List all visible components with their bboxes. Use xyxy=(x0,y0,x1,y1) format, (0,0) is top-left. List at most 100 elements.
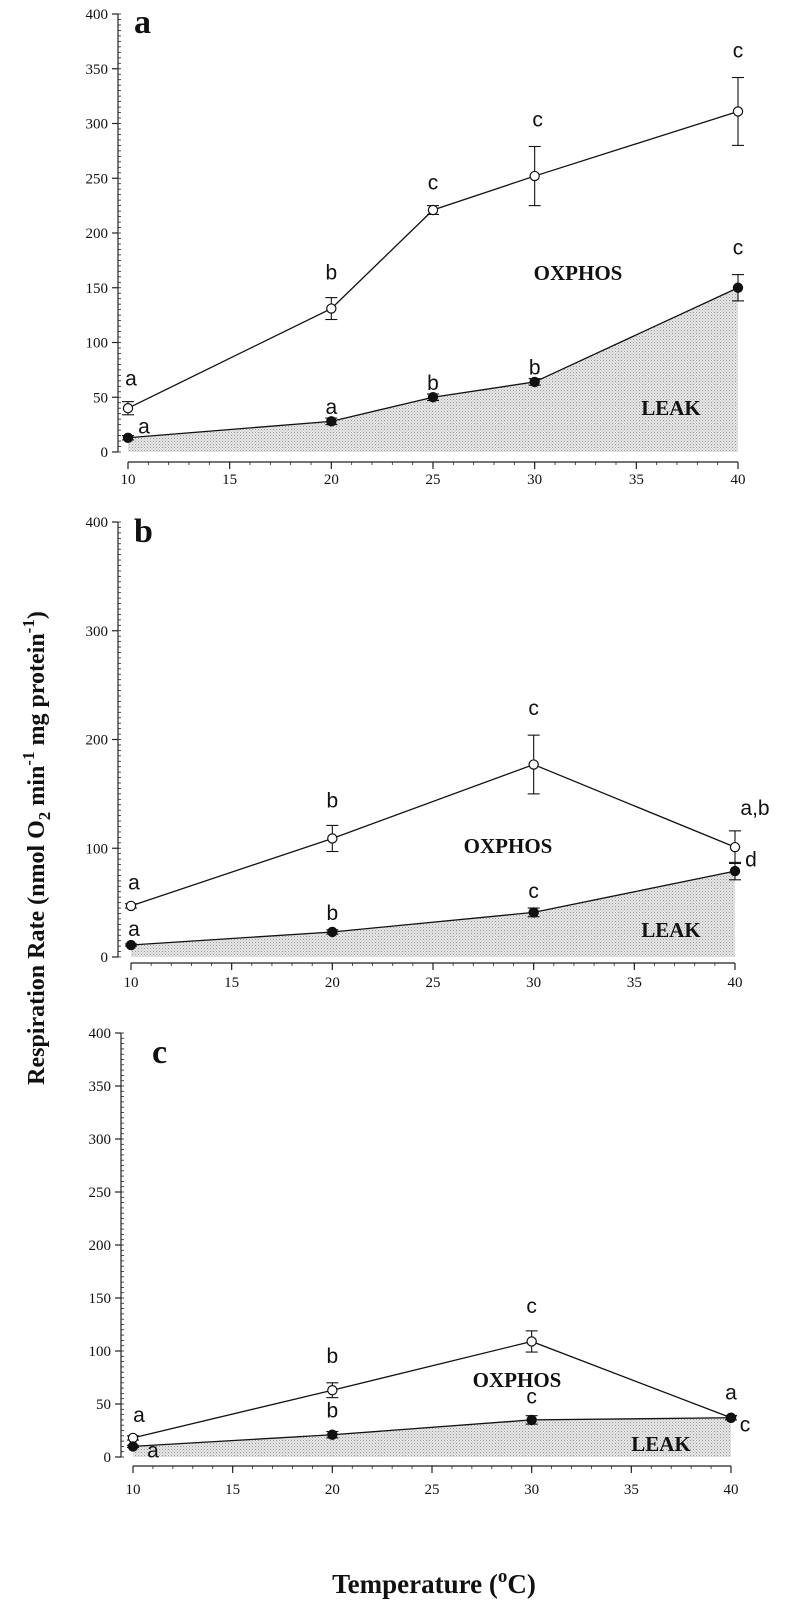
oxphos-significance-letter: a xyxy=(725,1382,737,1405)
y-tick-label: 350 xyxy=(86,62,109,78)
oxphos-point xyxy=(125,900,137,912)
x-tick-label: 40 xyxy=(728,975,743,991)
leak-area xyxy=(131,871,735,957)
y-tick-label: 300 xyxy=(89,1132,112,1148)
y-tick-label: 50 xyxy=(93,390,108,406)
oxphos-significance-letter: a,b xyxy=(740,797,769,820)
y-tick-label: 400 xyxy=(89,1026,112,1042)
y-tick-label: 350 xyxy=(89,1079,112,1095)
oxphos-point xyxy=(327,1385,338,1396)
x-tick-label: 30 xyxy=(527,472,542,488)
oxphos-significance-letter: b xyxy=(326,1345,338,1368)
y-tick-label: 250 xyxy=(86,171,109,187)
y-tick-label: 250 xyxy=(89,1185,112,1201)
panel-a: 0 50 100 150 200 250 300 350 400 10 15 20 25 30 35 40 a b… xyxy=(86,4,746,488)
leak-significance-letter: a xyxy=(128,918,140,941)
oxphos-significance-letter: c xyxy=(526,1295,537,1318)
y-tick-label: 100 xyxy=(86,336,109,352)
y-tick-label: 150 xyxy=(86,281,109,297)
leak-area xyxy=(133,1417,731,1457)
leak-area xyxy=(128,287,738,452)
leak-significance-letter: b xyxy=(529,357,541,380)
y-tick-label: 0 xyxy=(104,1450,112,1466)
leak-point xyxy=(127,1441,139,1452)
oxphos-point xyxy=(326,303,337,314)
y-tick-label: 400 xyxy=(86,7,109,23)
leak-region-label: LEAK xyxy=(641,396,701,420)
y-tick-label: 200 xyxy=(89,1238,112,1254)
leak-significance-letter: a xyxy=(138,416,150,439)
panel-letter: c xyxy=(152,1034,167,1071)
x-tick-label: 20 xyxy=(324,472,339,488)
leak-point xyxy=(125,939,137,951)
oxphos-point xyxy=(529,170,540,182)
oxphos-point xyxy=(526,1336,537,1347)
leak-point xyxy=(526,1414,537,1426)
oxphos-significance-letter: c xyxy=(532,108,543,131)
y-tick-label: 300 xyxy=(86,117,109,133)
leak-significance-letter: c xyxy=(740,1414,751,1437)
leak-line xyxy=(130,870,736,946)
leak-significance-letter: a xyxy=(325,396,337,419)
leak-significance-letter: b xyxy=(427,372,439,395)
leak-point xyxy=(122,432,134,443)
panel-c: 0 50 100 150 200 250 300 350 400 10 15 20 25 30 35 40 a b… xyxy=(89,1026,751,1498)
x-tick-label: 20 xyxy=(325,975,340,991)
y-tick-label: 200 xyxy=(86,226,109,242)
x-tick-label: 20 xyxy=(325,1482,340,1498)
y-tick-label: 0 xyxy=(101,445,109,461)
x-tick-label: 15 xyxy=(225,1482,240,1498)
oxphos-significance-letter: a xyxy=(125,368,137,391)
leak-significance-letter: c xyxy=(526,1386,537,1409)
leak-significance-letter: b xyxy=(326,902,338,925)
x-tick-label: 10 xyxy=(124,975,139,991)
oxphos-point xyxy=(729,841,741,853)
y-tick-label: 400 xyxy=(86,515,109,531)
oxphos-point xyxy=(122,403,134,414)
leak-point xyxy=(725,1412,737,1423)
x-tick-label: 30 xyxy=(526,975,541,991)
oxphos-significance-letter: b xyxy=(326,789,338,812)
leak-point xyxy=(327,926,338,938)
x-tick-label: 15 xyxy=(224,975,239,991)
oxphos-significance-letter: c xyxy=(428,172,439,195)
x-tick-label: 15 xyxy=(222,472,237,488)
oxphos-region-label: OXPHOS xyxy=(464,834,553,858)
oxphos-significance-letter: b xyxy=(325,262,337,285)
oxphos-significance-letter: a xyxy=(128,872,140,895)
panel-letter: b xyxy=(134,513,153,550)
y-tick-label: 200 xyxy=(86,733,109,749)
y-axis-title: Respiration Rate (nmol O2 min-1 mg prote… xyxy=(19,611,54,1085)
oxphos-significance-letter: c xyxy=(528,697,539,720)
oxphos-point xyxy=(732,106,744,117)
oxphos-line xyxy=(132,1340,732,1439)
leak-region-label: LEAK xyxy=(641,918,701,942)
y-tick-label: 50 xyxy=(96,1397,111,1413)
x-tick-label: 35 xyxy=(629,472,644,488)
leak-point xyxy=(529,376,540,388)
oxphos-point xyxy=(427,204,439,216)
leak-point xyxy=(326,416,337,427)
leak-point xyxy=(729,865,741,877)
leak-significance-letter: c xyxy=(528,880,539,903)
y-tick-label: 300 xyxy=(86,624,109,640)
x-tick-label: 25 xyxy=(426,975,441,991)
leak-point xyxy=(732,282,744,293)
x-tick-label: 10 xyxy=(121,472,136,488)
y-tick-label: 100 xyxy=(86,841,109,857)
leak-significance-letter: a xyxy=(147,1439,159,1462)
oxphos-point xyxy=(528,759,539,770)
oxphos-line xyxy=(130,763,736,907)
leak-point xyxy=(528,907,539,918)
leak-point xyxy=(327,1429,338,1440)
x-tick-label: 35 xyxy=(624,1482,639,1498)
leak-significance-letter: b xyxy=(326,1400,338,1423)
x-tick-label: 30 xyxy=(524,1482,539,1498)
oxphos-region-label: OXPHOS xyxy=(534,261,623,285)
leak-significance-letter: c xyxy=(733,237,744,260)
x-tick-label: 25 xyxy=(426,472,441,488)
x-axis-title: Temperature (oC) xyxy=(332,1566,536,1599)
leak-region-label: LEAK xyxy=(631,1432,691,1456)
x-tick-label: 10 xyxy=(126,1482,141,1498)
y-tick-label: 150 xyxy=(89,1291,112,1307)
